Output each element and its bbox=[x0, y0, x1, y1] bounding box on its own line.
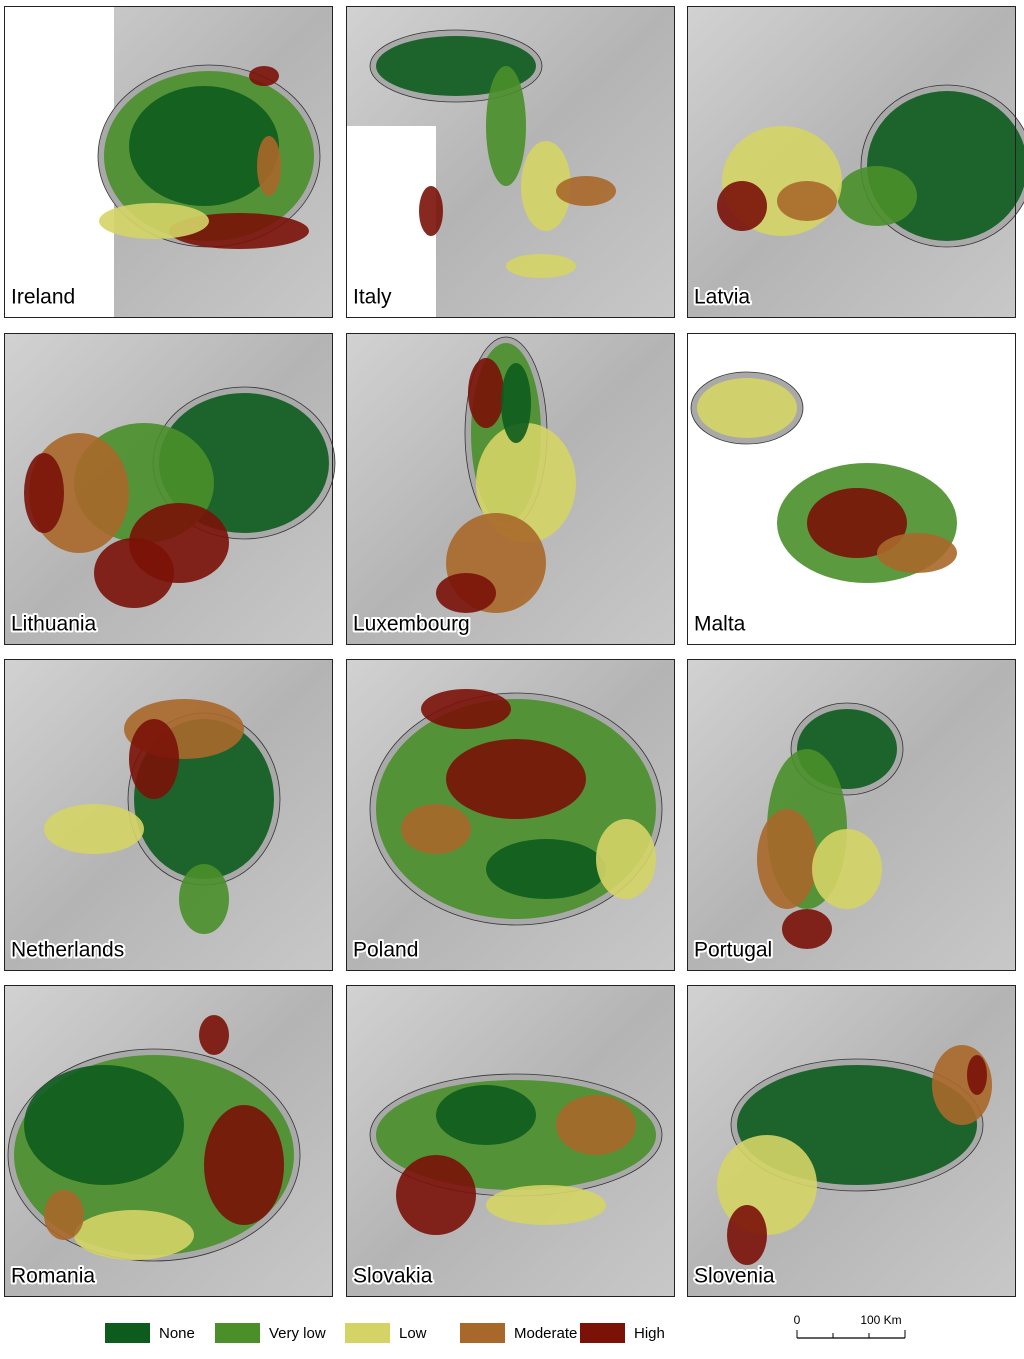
map-panel: Slovakia bbox=[346, 985, 675, 1297]
legend-swatch bbox=[460, 1323, 505, 1343]
risk-area bbox=[596, 819, 656, 899]
sea bbox=[4, 6, 114, 318]
panel-frame bbox=[346, 659, 675, 971]
risk-area bbox=[486, 1185, 606, 1225]
legend-label: Very low bbox=[269, 1325, 326, 1342]
panel-frame bbox=[687, 6, 1016, 318]
risk-area bbox=[249, 66, 279, 86]
risk-area bbox=[807, 488, 907, 558]
risk-area bbox=[556, 176, 616, 206]
panel-label: Netherlands bbox=[11, 939, 124, 962]
risk-area bbox=[257, 136, 281, 196]
panel-frame bbox=[346, 6, 675, 318]
risk-area bbox=[506, 254, 576, 278]
risk-area bbox=[727, 1205, 767, 1265]
panel-frame bbox=[4, 333, 333, 645]
panel-label: Slovenia bbox=[694, 1265, 775, 1288]
legend-swatch bbox=[105, 1323, 150, 1343]
risk-area bbox=[24, 1065, 184, 1185]
risk-area bbox=[697, 378, 797, 438]
map-panel: Poland bbox=[346, 659, 675, 971]
map-panel: Malta bbox=[687, 333, 1016, 645]
map-panel: Ireland bbox=[4, 6, 333, 318]
risk-area bbox=[436, 1085, 536, 1145]
legend-label: None bbox=[159, 1325, 195, 1342]
risk-area bbox=[401, 804, 471, 854]
risk-area bbox=[421, 689, 511, 729]
risk-area bbox=[419, 186, 443, 236]
panel-label: Latvia bbox=[694, 286, 750, 309]
risk-area bbox=[486, 66, 526, 186]
panel-frame bbox=[346, 333, 675, 645]
legend-swatch bbox=[580, 1323, 625, 1343]
panel-label: Poland bbox=[353, 939, 418, 962]
panel-frame bbox=[346, 985, 675, 1297]
legend-label: High bbox=[634, 1325, 665, 1342]
scale-label: 0 bbox=[794, 1313, 801, 1327]
map-panel: Portugal bbox=[687, 659, 1016, 971]
panel-label: Luxembourg bbox=[353, 613, 470, 636]
panel-label: Portugal bbox=[694, 939, 772, 962]
risk-area bbox=[99, 203, 209, 239]
risk-area bbox=[129, 86, 279, 206]
risk-area bbox=[812, 829, 882, 909]
risk-area bbox=[44, 804, 144, 854]
risk-area bbox=[486, 839, 606, 899]
risk-area bbox=[837, 166, 917, 226]
risk-area bbox=[179, 864, 229, 934]
panel-label: Italy bbox=[353, 286, 392, 309]
risk-area bbox=[476, 423, 576, 543]
map-panel: Lithuania bbox=[4, 333, 336, 645]
risk-area bbox=[436, 573, 496, 613]
legend-label: Moderate bbox=[514, 1325, 577, 1342]
sea bbox=[346, 126, 436, 326]
risk-area bbox=[967, 1055, 987, 1095]
scale-label: 100 Km bbox=[860, 1313, 901, 1327]
legend-swatch bbox=[345, 1323, 390, 1343]
panel-frame bbox=[4, 985, 333, 1297]
map-panel: Latvia bbox=[687, 6, 1024, 318]
risk-area bbox=[199, 1015, 229, 1055]
risk-area bbox=[877, 533, 957, 573]
panel-frame bbox=[687, 333, 1016, 645]
risk-area bbox=[129, 719, 179, 799]
risk-area bbox=[446, 739, 586, 819]
legend-label: Low bbox=[399, 1325, 427, 1342]
panel-label: Lithuania bbox=[11, 613, 97, 636]
panel-label: Malta bbox=[694, 613, 746, 636]
map-panel: Luxembourg bbox=[346, 333, 675, 645]
risk-area bbox=[468, 358, 504, 428]
risk-area bbox=[521, 141, 571, 231]
risk-area bbox=[24, 453, 64, 533]
risk-area bbox=[204, 1105, 284, 1225]
risk-area bbox=[777, 181, 837, 221]
panel-label: Ireland bbox=[11, 286, 75, 309]
risk-area bbox=[74, 1210, 194, 1260]
risk-area bbox=[782, 909, 832, 949]
risk-area bbox=[501, 363, 531, 443]
map-panel: Italy bbox=[346, 6, 675, 326]
map-panel: Romania bbox=[4, 985, 333, 1297]
risk-area bbox=[396, 1155, 476, 1235]
risk-area bbox=[94, 538, 174, 608]
risk-area bbox=[44, 1190, 84, 1240]
panel-frame bbox=[4, 659, 333, 971]
risk-area bbox=[717, 181, 767, 231]
risk-area bbox=[556, 1095, 636, 1155]
map-panel: Netherlands bbox=[4, 659, 333, 971]
map-panel: Slovenia bbox=[687, 985, 1016, 1297]
legend-swatch bbox=[215, 1323, 260, 1343]
panel-frame bbox=[4, 6, 333, 318]
panel-frame bbox=[687, 659, 1016, 971]
panel-label: Slovakia bbox=[353, 1265, 433, 1288]
panel-label: Romania bbox=[11, 1265, 95, 1288]
scale-bar: 0 100 Km bbox=[794, 1313, 906, 1339]
legend: None Very low Low Moderate High bbox=[105, 1323, 665, 1343]
risk-area bbox=[757, 809, 817, 909]
panel-frame bbox=[687, 985, 1016, 1297]
map-grid: Ireland Italy Latvia Lithuania Luxembourg Mal… bbox=[4, 6, 1024, 1297]
